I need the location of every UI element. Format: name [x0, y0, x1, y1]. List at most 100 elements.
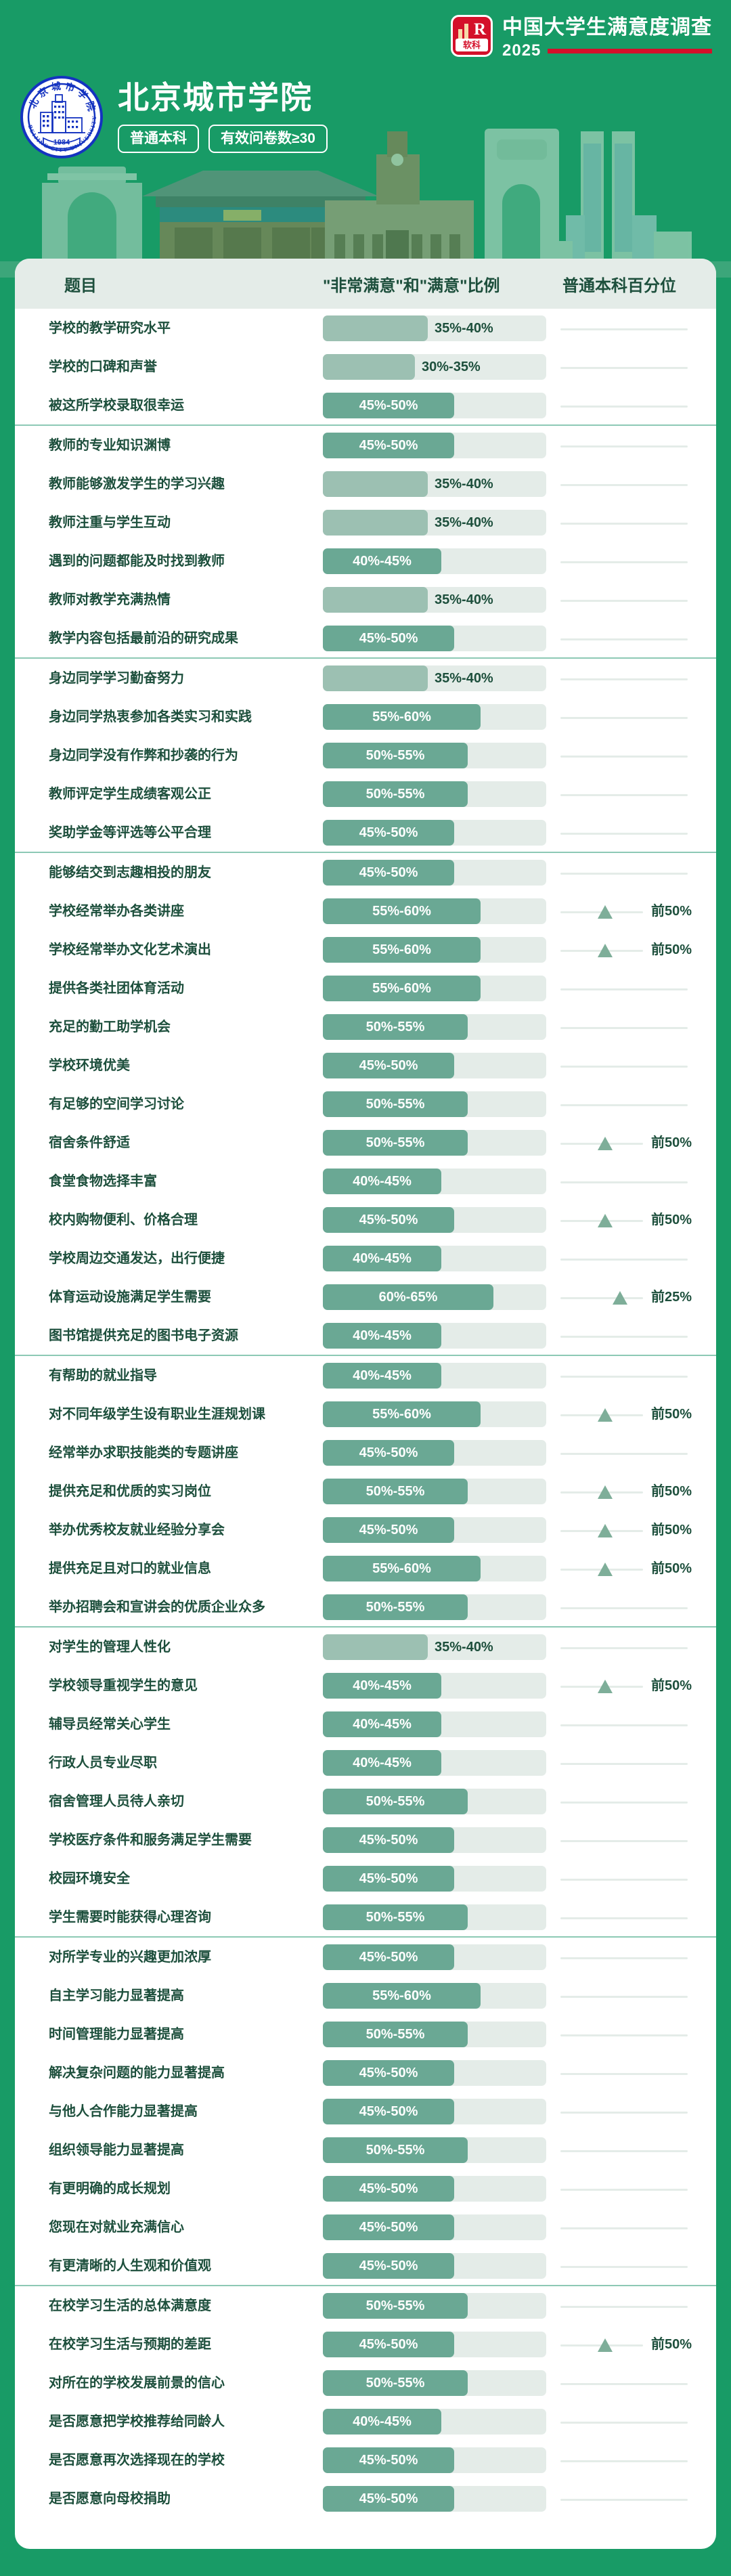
table-row[interactable]: 经常举办求职技能类的专题讲座 45%-50%	[15, 1433, 716, 1472]
table-row[interactable]: 有帮助的就业指导 40%-45%	[15, 1356, 716, 1395]
percentile-cell	[556, 860, 692, 886]
table-row[interactable]: 自主学习能力显著提高 55%-60%	[15, 1976, 716, 2015]
table-row[interactable]: 教师注重与学生互动 35%-40%	[15, 503, 716, 542]
table-row[interactable]: 对所在的学校发展前景的信心 50%-55%	[15, 2363, 716, 2402]
question-label: 学生需要时能获得心理咨询	[49, 1909, 211, 1925]
table-row[interactable]: 学校环境优美 45%-50%	[15, 1046, 716, 1085]
satisfaction-bar-track: 40%-45%	[323, 1322, 546, 1349]
table-row[interactable]: 充足的勤工助学机会 50%-55%	[15, 1007, 716, 1046]
question-label: 教师能够激发学生的学习兴趣	[49, 476, 225, 492]
university-name: 北京城市学院	[118, 80, 313, 115]
table-row[interactable]: 举办招聘会和宣讲会的优质企业众多 50%-55%	[15, 1588, 716, 1626]
satisfaction-bar-track: 45%-50%	[323, 2331, 546, 2357]
table-row[interactable]: 教师能够激发学生的学习兴趣 35%-40%	[15, 464, 716, 503]
table-row[interactable]: 校园环境安全 45%-50%	[15, 1859, 716, 1898]
table-row[interactable]: 宿舍管理人员待人亲切 50%-55%	[15, 1782, 716, 1820]
question-label: 学校经常举办各类讲座	[49, 903, 184, 919]
percentile-cell	[556, 820, 692, 846]
question-label: 宿舍条件舒适	[49, 1135, 130, 1150]
table-row[interactable]: 教师评定学生成绩客观公正 50%-55%	[15, 774, 716, 813]
table-row[interactable]: 学校医疗条件和服务满足学生需要 45%-50%	[15, 1820, 716, 1859]
percentile-cell	[556, 2293, 692, 2319]
satisfaction-value: 45%-50%	[359, 2336, 418, 2352]
table-row[interactable]: 您现在对就业充满信心 45%-50%	[15, 2208, 716, 2246]
question-label: 对所学专业的兴趣更加浓厚	[49, 1949, 211, 1965]
table-row[interactable]: 对所学专业的兴趣更加浓厚 45%-50%	[15, 1938, 716, 1976]
table-row[interactable]: 宿舍条件舒适 50%-55% 前50%	[15, 1123, 716, 1162]
satisfaction-value: 40%-45%	[353, 2414, 412, 2429]
question-label: 有更清晰的人生观和价值观	[49, 2258, 211, 2273]
table-row[interactable]: 教师的专业知识渊博 45%-50%	[15, 426, 716, 464]
table-row[interactable]: 对不同年级学生设有职业生涯规划课 55%-60% 前50%	[15, 1395, 716, 1433]
table-row[interactable]: 身边同学学习勤奋努力 35%-40%	[15, 659, 716, 697]
satisfaction-value: 40%-45%	[353, 553, 412, 569]
table-row[interactable]: 在校学习生活与预期的差距 45%-50% 前50%	[15, 2325, 716, 2363]
percentile-cell	[556, 1866, 692, 1892]
percentile-cell	[556, 1904, 692, 1930]
percentile-cell	[556, 976, 692, 1001]
table-row[interactable]: 行政人员专业尽职 40%-45%	[15, 1743, 716, 1782]
percentile-cell	[556, 393, 692, 418]
percentile-baseline	[560, 2034, 688, 2036]
percentile-baseline	[560, 1801, 688, 1804]
table-row[interactable]: 有更明确的成长规划 45%-50%	[15, 2169, 716, 2208]
table-row[interactable]: 食堂食物选择丰富 40%-45%	[15, 1162, 716, 1200]
question-label: 奖助学金等评选等公平合理	[49, 825, 211, 840]
table-row[interactable]: 是否愿意把学校推荐给同龄人 40%-45%	[15, 2402, 716, 2441]
percentile-cell	[556, 2370, 692, 2396]
table-row[interactable]: 时间管理能力显著提高 50%-55%	[15, 2015, 716, 2053]
table-row[interactable]: 有更清晰的人生观和价值观 45%-50%	[15, 2246, 716, 2285]
col-header-ratio: "非常满意"和"满意"比例	[323, 276, 500, 295]
table-row[interactable]: 举办优秀校友就业经验分享会 45%-50% 前50%	[15, 1510, 716, 1549]
table-row[interactable]: 辅导员经常关心学生 40%-45%	[15, 1705, 716, 1743]
table-row[interactable]: 是否愿意向母校捐助 45%-50%	[15, 2479, 716, 2518]
percentile-label: 前50%	[650, 1483, 692, 1499]
table-row[interactable]: 校内购物便利、价格合理 45%-50% 前50%	[15, 1200, 716, 1239]
table-row[interactable]: 学校的口碑和声誉 30%-35%	[15, 347, 716, 386]
percentile-marker-icon	[598, 1407, 613, 1422]
satisfaction-bar-track: 50%-55%	[323, 2137, 546, 2163]
table-row[interactable]: 提供各类社团体育活动 55%-60%	[15, 969, 716, 1007]
percentile-baseline	[560, 2188, 688, 2191]
table-row[interactable]: 有足够的空间学习讨论 50%-55%	[15, 1085, 716, 1123]
table-row[interactable]: 教学内容包括最前沿的研究成果 45%-50%	[15, 619, 716, 657]
satisfaction-bar-fill	[323, 1168, 441, 1194]
table-row[interactable]: 学校经常举办各类讲座 55%-60% 前50%	[15, 892, 716, 930]
table-row[interactable]: 图书馆提供充足的图书电子资源 40%-45%	[15, 1316, 716, 1355]
table-row[interactable]: 教师对教学充满热情 35%-40%	[15, 580, 716, 619]
satisfaction-bar-track: 45%-50%	[323, 819, 546, 846]
table-row[interactable]: 是否愿意再次选择现在的学校 45%-50%	[15, 2441, 716, 2479]
table-row[interactable]: 学校周边交通发达，出行便捷 40%-45%	[15, 1239, 716, 1278]
table-row[interactable]: 学校领导重视学生的意见 40%-45% 前50%	[15, 1666, 716, 1705]
satisfaction-bar-track: 40%-45%	[323, 548, 546, 574]
satisfaction-value: 45%-50%	[359, 1949, 418, 1965]
satisfaction-bar-track: 35%-40%	[323, 509, 546, 536]
table-row[interactable]: 被这所学校录取很幸运 45%-50%	[15, 386, 716, 424]
table-row[interactable]: 学校经常举办文化艺术演出 55%-60% 前50%	[15, 930, 716, 969]
table-row[interactable]: 提供充足和优质的实习岗位 50%-55% 前50%	[15, 1472, 716, 1510]
table-row[interactable]: 身边同学没有作弊和抄袭的行为 50%-55%	[15, 736, 716, 774]
table-row[interactable]: 体育运动设施满足学生需要 60%-65% 前25%	[15, 1278, 716, 1316]
satisfaction-bar-fill	[323, 742, 468, 768]
question-group: 在校学习生活的总体满意度 50%-55% 在校学习生活与预期的差距 45%-50% 前5…	[15, 2285, 716, 2518]
table-row[interactable]: 组织领导能力显著提高 50%-55%	[15, 2131, 716, 2169]
table-row[interactable]: 能够结交到志趣相投的朋友 45%-50%	[15, 853, 716, 892]
table-row[interactable]: 提供充足且对口的就业信息 55%-60% 前50%	[15, 1549, 716, 1588]
satisfaction-bar-track: 45%-50%	[323, 2485, 546, 2512]
question-label: 举办招聘会和宣讲会的优质企业众多	[49, 1599, 265, 1615]
table-row[interactable]: 遇到的问题都能及时找到教师 40%-45%	[15, 542, 716, 580]
percentile-baseline	[560, 1762, 688, 1765]
table-row[interactable]: 对学生的管理人性化 35%-40%	[15, 1628, 716, 1666]
percentile-cell	[556, 315, 692, 341]
table-row[interactable]: 学校的教学研究水平 35%-40%	[15, 309, 716, 347]
table-row[interactable]: 身边同学热衷参加各类实习和实践 55%-60%	[15, 697, 716, 736]
satisfaction-value: 40%-45%	[353, 1716, 412, 1732]
table-row[interactable]: 奖助学金等评选等公平合理 45%-50%	[15, 813, 716, 852]
satisfaction-value: 45%-50%	[359, 2452, 418, 2468]
satisfaction-bar-fill	[323, 2370, 468, 2396]
table-row[interactable]: 与他人合作能力显著提高 45%-50%	[15, 2092, 716, 2131]
table-row[interactable]: 学生需要时能获得心理咨询 50%-55%	[15, 1898, 716, 1936]
percentile-baseline	[560, 1181, 688, 1183]
table-row[interactable]: 在校学习生活的总体满意度 50%-55%	[15, 2286, 716, 2325]
table-row[interactable]: 解决复杂问题的能力显著提高 45%-50%	[15, 2053, 716, 2092]
